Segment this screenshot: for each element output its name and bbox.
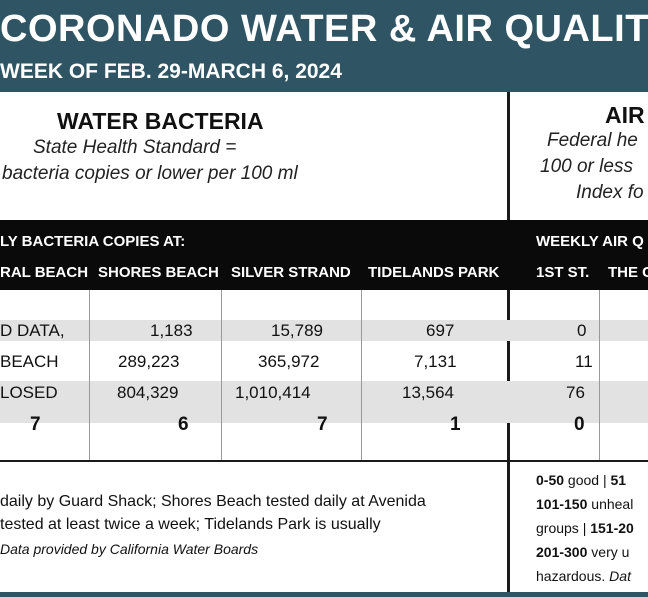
column-header-tidelands-park: TIDELANDS PARK: [368, 264, 500, 281]
table-cell: 1,010,414: [235, 383, 311, 402]
aqi-legend-line5: hazardous. Dat: [536, 568, 631, 584]
water-bar-label: LY BACTERIA COPIES AT:: [0, 233, 186, 250]
column-header-coronado-beach: RAL BEACH: [0, 264, 89, 281]
column-divider: [599, 290, 600, 460]
total-cell: 7: [317, 414, 328, 435]
aqi-legend-line4: 201-300 very u: [536, 544, 630, 560]
water-source: Data provided by California Water Boards: [0, 541, 259, 557]
water-section-title: WATER BACTERIA: [57, 108, 264, 134]
table-cell: 0: [577, 321, 587, 340]
total-cell: 7: [30, 414, 41, 435]
air-section-title: AIR: [605, 102, 645, 128]
row-shade: [0, 381, 648, 402]
row-shade: [0, 402, 648, 423]
aqi-legend-line3: groups | 151-20: [536, 520, 634, 536]
aqi-legend-line2: 101-150 unheal: [536, 496, 634, 512]
column-header-air-second: THE C: [608, 264, 648, 281]
table-cell: 15,789: [271, 321, 323, 340]
table-cell: 76: [566, 383, 585, 402]
column-divider: [89, 290, 90, 460]
aqi-legend-line1: 0-50 good | 51: [536, 472, 627, 488]
row-label: BEACH: [0, 352, 59, 371]
table-header-bar: LY BACTERIA COPIES AT: WEEKLY AIR Q RAL …: [0, 220, 648, 290]
table-cell: 11: [575, 352, 593, 371]
column-divider: [361, 290, 362, 460]
water-note-line1: daily by Guard Shack; Shores Beach teste…: [0, 493, 426, 510]
table-cell: 365,972: [258, 352, 320, 371]
table-cell: 697: [426, 321, 455, 340]
total-cell: 1: [450, 414, 461, 435]
column-divider: [221, 290, 222, 460]
air-standard-line1: Federal he: [547, 130, 638, 151]
table-cell: 804,329: [117, 383, 179, 402]
total-cell: 6: [178, 414, 189, 435]
air-standard-line3: Index fo: [576, 182, 644, 203]
air-standard-line2: 100 or less: [540, 156, 633, 177]
water-standard-line1: State Health Standard =: [33, 137, 237, 158]
row-label: D DATA,: [0, 321, 65, 340]
table-cell: 289,223: [118, 352, 180, 371]
page-title: CORONADO WATER & AIR QUALITY: [0, 8, 648, 50]
table-cell: 13,564: [402, 383, 454, 402]
row-label: LOSED: [0, 383, 58, 402]
table-cell: 1,183: [150, 321, 193, 340]
table-bottom-rule: [0, 460, 648, 462]
bottom-band: [0, 592, 648, 597]
total-cell: 0: [574, 414, 585, 435]
table-cell: 7,131: [414, 352, 457, 371]
header: CORONADO WATER & AIR QUALITY WEEK OF FEB…: [0, 0, 648, 92]
page-subtitle: WEEK OF FEB. 29-MARCH 6, 2024: [0, 60, 342, 83]
data-table: D DATA, 1,183 15,789 697 0 BEACH 289,223…: [0, 290, 648, 460]
water-standard-line2: bacteria copies or lower per 100 ml: [2, 163, 298, 184]
row-shade: [0, 320, 648, 341]
column-header-shores-beach: SHORES BEACH: [98, 264, 219, 281]
content-panel: WATER BACTERIA State Health Standard = b…: [0, 92, 648, 592]
section-divider: [507, 92, 510, 592]
column-header-first-st: 1ST ST.: [536, 264, 590, 281]
column-header-silver-strand: SILVER STRAND: [231, 264, 351, 281]
air-bar-label: WEEKLY AIR Q: [536, 233, 644, 250]
water-note-line2: tested at least twice a week; Tidelands …: [0, 516, 381, 533]
